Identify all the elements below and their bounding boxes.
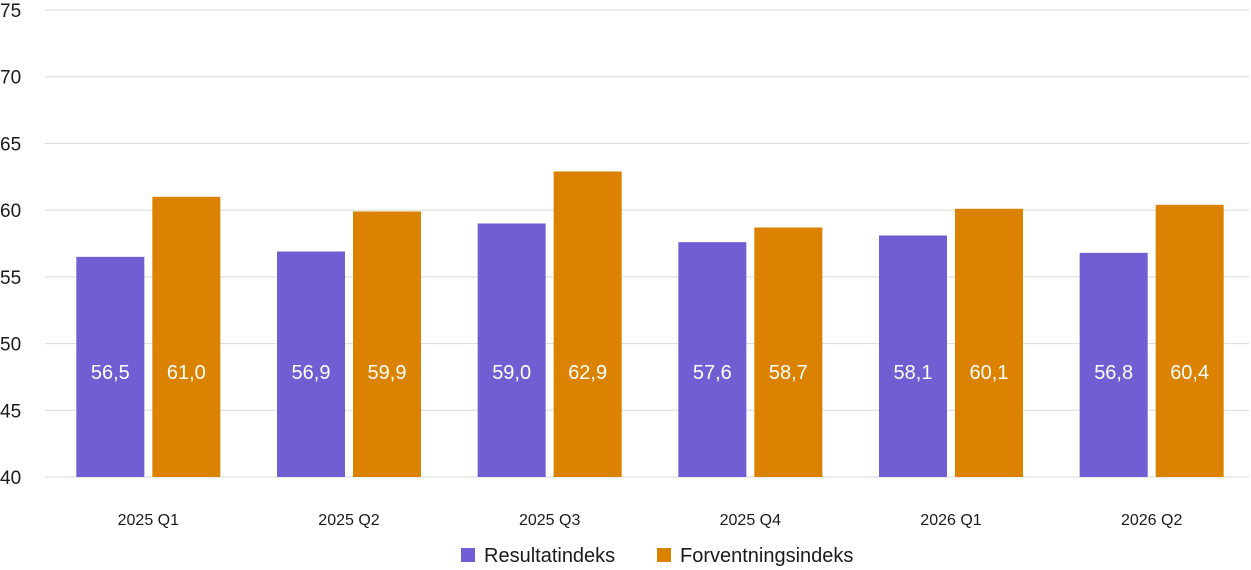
data-label: 62,9 xyxy=(568,362,607,384)
data-label: 58,7 xyxy=(769,362,808,384)
x-axis: 2025 Q1 2025 Q2 2025 Q3 2025 Q4 2026 Q1 2026 … xyxy=(118,512,1183,529)
bar-forventningsindeks-4 xyxy=(754,227,823,477)
bar-forventningsindeks-6 xyxy=(1155,204,1224,477)
x-tick-label: 2026 Q2 xyxy=(1121,512,1182,529)
data-label: 59,0 xyxy=(492,362,531,384)
data-labels: 56,5 61,0 56,9 59,9 59,0 62,9 57,6 58,7 58,1 60,1… xyxy=(91,362,1209,384)
x-tick-label: 2025 Q4 xyxy=(720,512,781,529)
data-label: 58,1 xyxy=(894,362,933,384)
legend-label-forventningsindeks: Forventningsindeks xyxy=(680,545,853,567)
y-tick-label: 40 xyxy=(0,468,21,489)
bar-forventningsindeks-3 xyxy=(553,171,622,477)
bars xyxy=(76,171,1224,478)
data-label: 56,5 xyxy=(91,362,130,384)
grid-layer xyxy=(45,9,1249,478)
bar-resultatindeks-6 xyxy=(1079,252,1148,477)
y-tick-label: 55 xyxy=(0,268,21,289)
data-label: 56,8 xyxy=(1094,362,1133,384)
legend-label-resultatindeks: Resultatindeks xyxy=(484,545,615,567)
x-tick-label: 2025 Q2 xyxy=(318,512,379,529)
bar-forventningsindeks-1 xyxy=(152,196,221,478)
data-label: 61,0 xyxy=(167,362,206,384)
legend-swatch-resultatindeks xyxy=(461,548,475,562)
x-tick-label: 2025 Q1 xyxy=(118,512,179,529)
y-tick-label: 60 xyxy=(0,201,21,222)
x-tick-label: 2025 Q3 xyxy=(519,512,580,529)
bar-resultatindeks-5 xyxy=(879,235,947,477)
y-axis: 40 45 50 55 60 65 70 75 xyxy=(0,1,21,489)
legend: Resultatindeks Forventningsindeks xyxy=(461,545,853,567)
bar-forventningsindeks-2 xyxy=(353,211,421,477)
legend-swatch-forventningsindeks xyxy=(657,548,671,562)
bar-resultatindeks-3 xyxy=(477,223,546,477)
data-label: 59,9 xyxy=(368,362,407,384)
data-label: 57,6 xyxy=(693,362,732,384)
y-tick-label: 75 xyxy=(0,1,21,22)
bar-resultatindeks-1 xyxy=(76,256,145,477)
y-tick-label: 45 xyxy=(0,401,21,422)
data-label: 56,9 xyxy=(292,362,331,384)
bar-forventningsindeks-5 xyxy=(955,208,1023,477)
bar-resultatindeks-2 xyxy=(277,251,345,477)
y-tick-label: 70 xyxy=(0,68,21,89)
bar-resultatindeks-4 xyxy=(678,242,747,477)
y-tick-label: 65 xyxy=(0,134,21,155)
y-tick-label: 50 xyxy=(0,335,21,356)
data-label: 60,4 xyxy=(1170,362,1209,384)
x-tick-label: 2026 Q1 xyxy=(920,512,981,529)
data-label: 60,1 xyxy=(970,362,1009,384)
